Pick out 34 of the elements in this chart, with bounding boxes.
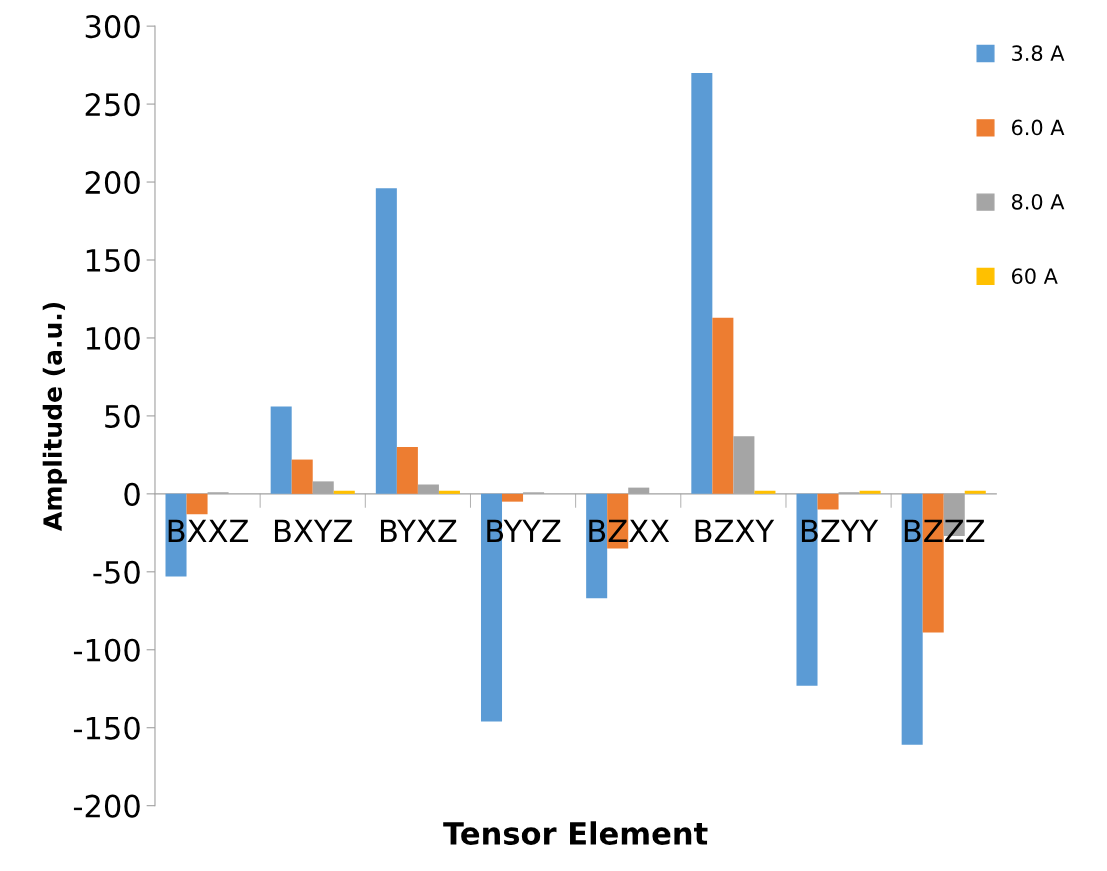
bar [291, 459, 313, 494]
y-tick-label: 100 [86, 326, 140, 350]
bar [817, 493, 839, 510]
bar [691, 72, 713, 494]
y-tick-label: -200 [73, 794, 140, 818]
bar [754, 490, 776, 494]
x-tick-label: BXYZ [274, 519, 353, 543]
y-tick-label: -50 [93, 560, 140, 584]
y-tick-label: 200 [85, 170, 140, 195]
y-tick-label: 300 [85, 15, 140, 39]
bar [502, 493, 524, 502]
legend-label: 3.8 A [1012, 45, 1065, 62]
bar [375, 188, 397, 494]
bar [186, 493, 208, 515]
y-tick-label: 150 [86, 248, 140, 273]
bar [964, 490, 986, 494]
bar [333, 490, 355, 494]
y-tick-label: 250 [85, 93, 140, 117]
y-tick-label: 0 [124, 482, 140, 506]
y-tick-label: -100 [73, 638, 140, 662]
bar [396, 447, 418, 494]
x-tick-label: BYXZ [380, 519, 457, 543]
legend-label: 60 A [1011, 268, 1058, 284]
bar [712, 317, 734, 494]
bar [438, 490, 460, 494]
legend-label: 8.0 A [1011, 193, 1065, 210]
bar [270, 406, 292, 494]
legend-label: 6.0 A [1011, 119, 1065, 136]
y-tick-label: -150 [73, 716, 140, 740]
y-axis-title: Amplitude (a.u.) [42, 302, 67, 531]
bar [859, 490, 881, 494]
x-tick-label: BZXY [695, 519, 775, 543]
y-tick-label: 50 [105, 404, 140, 428]
x-axis-title: Tensor Element [443, 821, 708, 845]
